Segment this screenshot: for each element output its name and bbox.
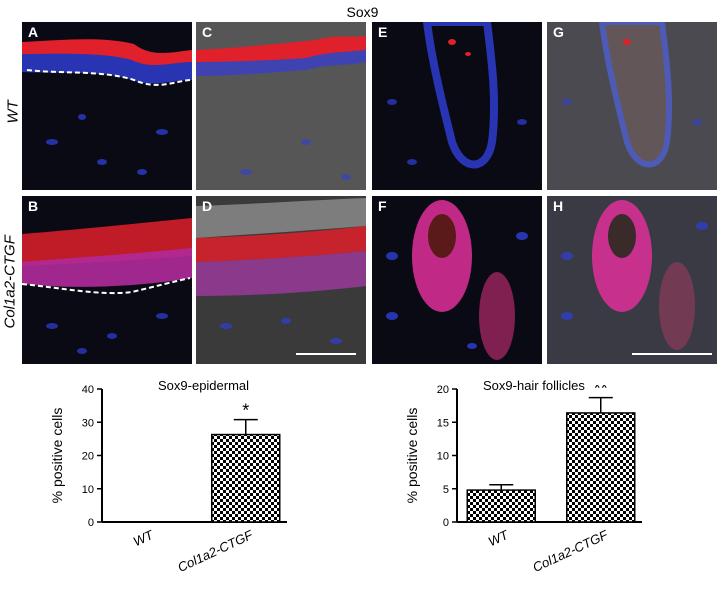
panel-letter-a: A xyxy=(28,24,39,40)
micrograph-g-image xyxy=(547,22,717,190)
micrograph-b-image xyxy=(22,196,192,364)
panel-letter-d: D xyxy=(202,198,213,214)
micrograph-e-image xyxy=(372,22,542,190)
bar-col1a2-ctgf xyxy=(566,412,636,523)
y-tick-label: 20 xyxy=(82,451,94,463)
chart-hair-follicles: 0 5 10 15 20 % positive cells WT ** Col1a2-CTGF xyxy=(395,385,655,606)
panel-letter-e: E xyxy=(378,24,388,40)
chart1-title: Sox9-epidermal xyxy=(158,378,250,393)
category-label: WT xyxy=(486,527,512,550)
y-tick-label: 15 xyxy=(437,417,449,429)
figure-title: Sox9 xyxy=(346,4,379,20)
micrograph-panel-d: D xyxy=(196,196,366,364)
category-label: Col1a2-CTGF xyxy=(175,527,256,575)
y-tick-label: 5 xyxy=(443,484,449,496)
micrograph-panel-c: C xyxy=(196,22,366,190)
category-label: Col1a2-CTGF xyxy=(530,527,611,575)
significance-marker: * xyxy=(242,401,249,421)
y-tick-label: 0 xyxy=(88,517,94,529)
y-tick-label: 10 xyxy=(437,451,449,463)
panel-letter-h: H xyxy=(553,198,564,214)
y-tick-label: 30 xyxy=(82,417,94,429)
micrograph-d-image xyxy=(196,196,366,364)
micrograph-panel-f: F xyxy=(372,196,542,364)
y-axis-label: % positive cells xyxy=(404,408,420,504)
micrograph-panel-h: H xyxy=(547,196,717,364)
y-tick-label: 40 xyxy=(82,385,94,396)
chart2-title: Sox9-hair follicles xyxy=(483,378,585,393)
significance-marker: ** xyxy=(594,385,608,399)
micrograph-a-image xyxy=(22,22,192,190)
micrograph-panel-g: G xyxy=(547,22,717,190)
chart-hair-follicles-svg: 0 5 10 15 20 % positive cells WT ** Col1a2-CTGF xyxy=(404,385,642,575)
y-axis-label: % positive cells xyxy=(49,408,65,504)
micrograph-panel-e: E xyxy=(372,22,542,190)
micrograph-panel-a: A xyxy=(22,22,192,190)
micrograph-f-image xyxy=(372,196,542,364)
y-tick-label: 20 xyxy=(437,385,449,396)
panel-letter-f: F xyxy=(378,198,387,214)
bar-col1a2-ctgf xyxy=(211,433,281,523)
micrograph-panel-b: B xyxy=(22,196,192,364)
y-tick-label: 10 xyxy=(82,484,94,496)
category-label: WT xyxy=(131,527,157,550)
panel-letter-c: C xyxy=(202,24,213,40)
micrograph-c-image xyxy=(196,22,366,190)
micrograph-h-image xyxy=(547,196,717,364)
row-label-wt: WT xyxy=(4,100,22,124)
y-tick-label: 0 xyxy=(443,517,449,529)
panel-letter-g: G xyxy=(553,24,564,40)
row-label-col1a2-ctgf: Col1a2-CTGF xyxy=(1,235,19,329)
chart-epidermal: 0 10 20 30 40 % positive cells WT * Col1a2-CTGF xyxy=(40,385,300,606)
panel-letter-b: B xyxy=(28,198,39,214)
bar-wt xyxy=(466,489,536,523)
chart-epidermal-svg: 0 10 20 30 40 % positive cells WT * Col1a2-CTGF xyxy=(49,385,287,575)
